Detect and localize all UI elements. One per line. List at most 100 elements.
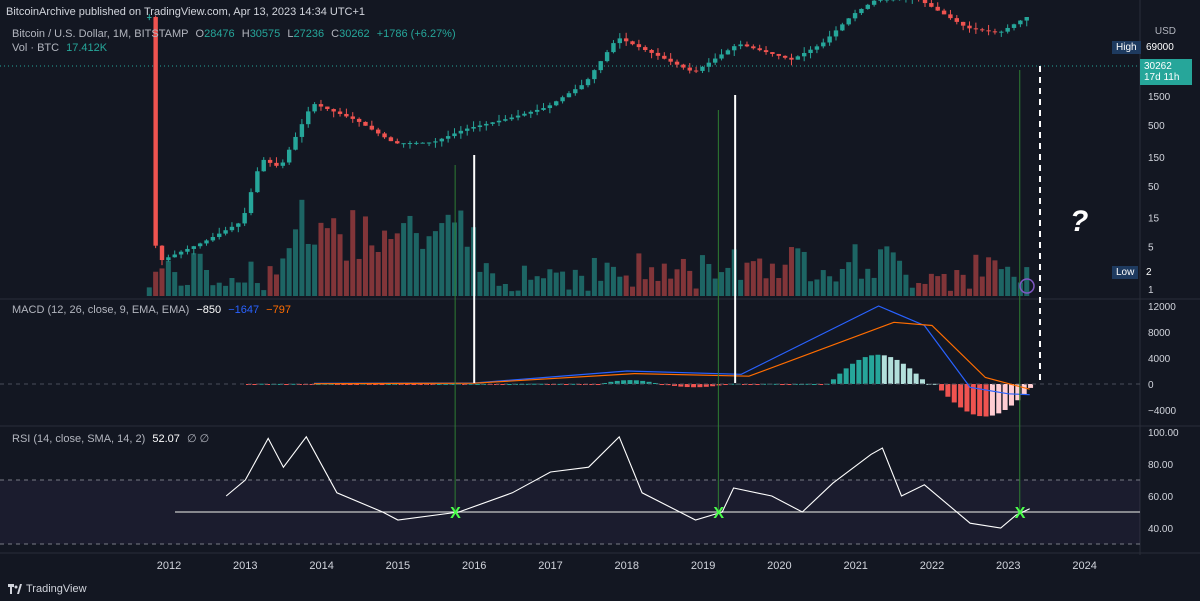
volume-bar [337,234,343,296]
volume-bar [362,216,368,296]
price-candle [1011,24,1017,28]
volume-bar [858,278,864,296]
macd-histogram-bar [881,355,887,384]
volume-bar [598,280,604,296]
macd-histogram-bar [646,381,652,384]
x-tick-label: 2013 [233,560,257,572]
price-candle [217,233,222,238]
price-candle [770,52,775,54]
volume-bar [935,276,941,296]
volume-bar [903,274,909,296]
macd-histogram-bar [1015,384,1021,401]
macd-histogram-bar [919,379,925,384]
volume-bar [509,291,515,296]
price-candle [929,3,934,7]
macd-histogram-bar [500,384,506,385]
rsi-tick-label: 80.00 [1148,460,1173,471]
rsi-tick-label: 40.00 [1148,524,1173,535]
macd-histogram-bar [341,384,347,385]
price-candle [204,240,209,244]
volume-bar [254,283,260,296]
volume-bar [521,265,527,296]
price-candle [840,24,845,31]
price-candle [592,70,597,80]
volume-bar [591,257,597,296]
volume-bar [979,276,985,296]
footer-brand: TradingView [8,583,87,595]
price-candle [274,162,279,166]
volume-bar [204,269,210,296]
price-candle [515,115,521,118]
price-candle [248,192,254,214]
price-candle [751,46,756,49]
price-tick-label: 1 [1148,285,1154,296]
price-candle [643,47,648,51]
price-candle [153,17,158,246]
volume-bar [814,279,820,296]
price-candle [477,125,483,128]
price-candle [280,162,286,166]
volume-bar [699,255,705,296]
price-candle [789,57,794,60]
price-candle [178,251,184,255]
price-candle [763,50,769,53]
price-candle [725,50,731,55]
macd-histogram-bar [563,384,569,385]
macd-histogram-bar [633,380,639,384]
volume-bar [655,280,661,296]
macd-line-value: −1647 [228,304,260,316]
macd-histogram-bar [856,359,862,384]
price-candle [344,113,349,117]
marker-x: X [1015,505,1026,522]
macd-histogram-bar [951,384,957,403]
volume-bar [490,273,496,296]
publish-info: BitcoinArchive published on TradingView.… [6,6,366,18]
macd-tick-label: 4000 [1148,354,1171,365]
x-tick-label: 2024 [1072,560,1096,572]
price-candle [782,55,788,58]
volume-bar [331,218,337,296]
volume-bar [763,278,769,296]
brand-name: TradingView [26,583,87,595]
macd-histogram-bar [678,384,684,387]
price-candle [325,106,330,110]
macd-histogram-bar [932,383,938,385]
volume-bar [617,276,623,296]
price-candle [426,142,432,144]
volume-bar [712,278,718,296]
price-candle [712,58,718,63]
volume-bar [960,274,966,296]
volume-bar [909,287,915,296]
price-tick-label: 5 [1148,243,1154,254]
volume-bar [986,257,992,296]
volume-value: 17.412K [66,42,108,54]
close-label: C [331,28,340,40]
volume-bar [350,210,356,296]
currency-label: USD [1154,26,1176,37]
macd-title: MACD (12, 26, close, 9, EMA, EMA) [12,304,190,316]
price-candle [433,141,438,143]
price-candle [242,213,247,224]
price-candle [197,243,203,247]
price-candle [585,79,591,86]
volume-bar [547,269,553,296]
price-candle [852,13,858,19]
price-candle [649,50,654,53]
price-candle [693,70,699,72]
volume-bar [146,287,152,296]
price-candle [465,128,470,131]
macd-histogram-bar [652,382,658,384]
volume-bar [280,258,286,296]
macd-histogram-bar [404,384,410,385]
close-value: 30262 [339,28,370,40]
volume-legend: Vol · BTC 17.412K [12,42,107,54]
price-candle [363,121,368,126]
volume-bar [992,260,998,296]
volume-bar [267,266,273,296]
price-candle [1005,27,1010,32]
volume-bar [738,279,744,296]
volume-bar [273,274,279,296]
volume-bar [1005,266,1011,296]
macd-histogram-bar [659,384,665,385]
volume-bar [191,253,197,296]
